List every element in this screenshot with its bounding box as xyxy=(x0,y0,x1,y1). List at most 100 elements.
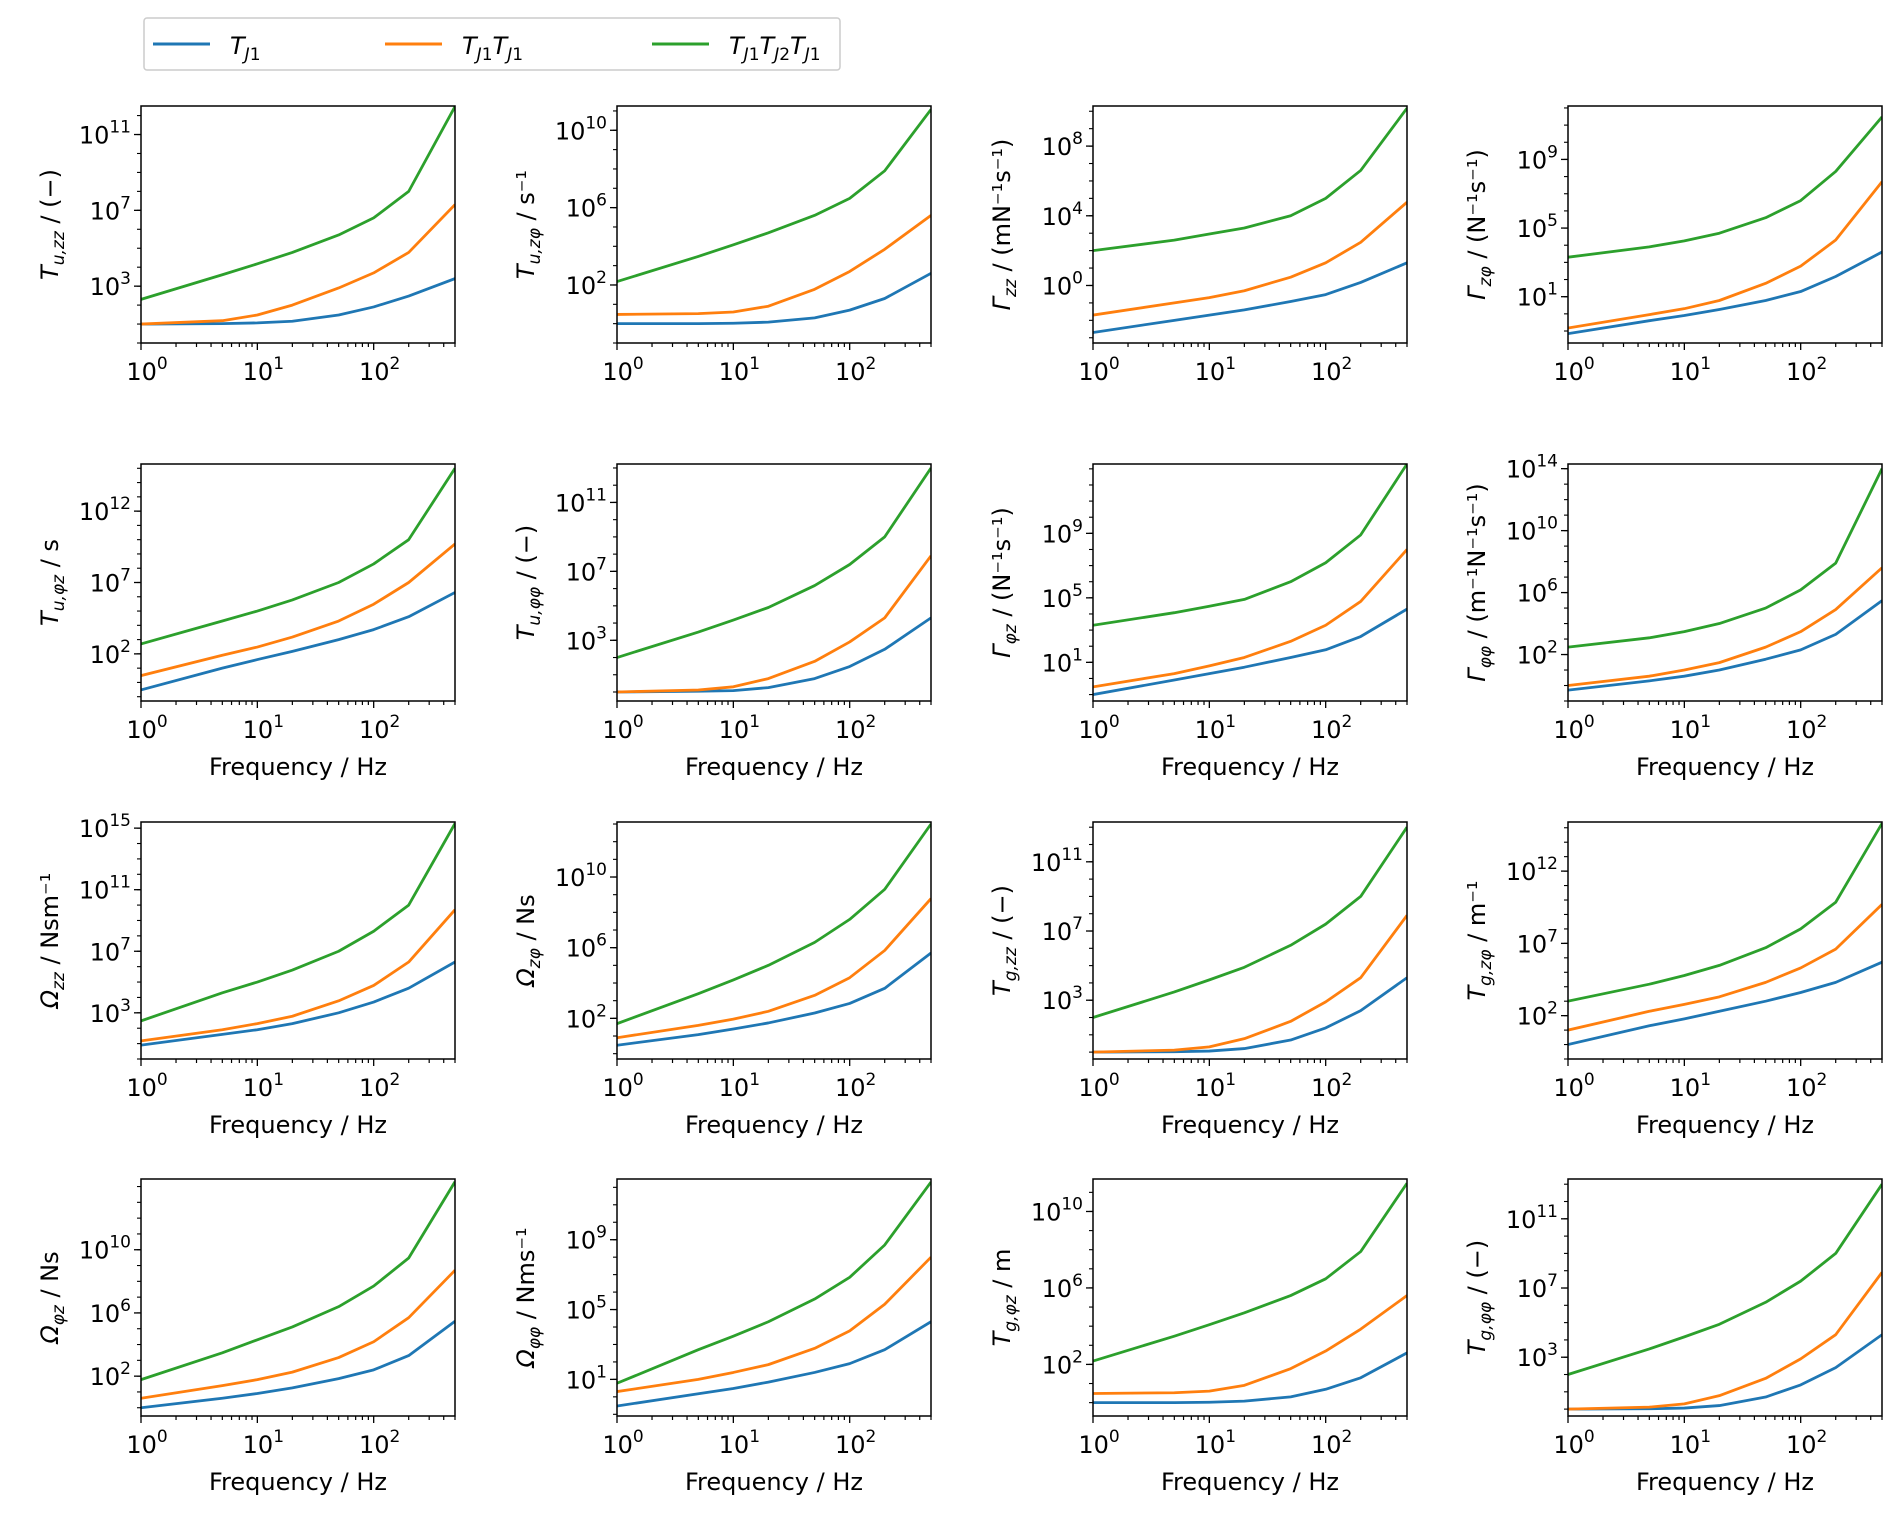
y-tick-label: 1010 xyxy=(1031,1194,1083,1226)
x-tick-label: 101 xyxy=(719,712,760,744)
series-line-TJ1 xyxy=(617,1320,931,1408)
y-tick-label: 1010 xyxy=(555,860,607,892)
series-line-TJ1TJ2TJ1 xyxy=(1568,468,1882,649)
y-axis-label: Ωφφ / Nms⁻¹ xyxy=(512,1227,545,1368)
y-tick-label: 1011 xyxy=(79,873,131,905)
x-tick-label: 100 xyxy=(126,354,167,386)
y-tick-label: 109 xyxy=(1517,142,1558,174)
axes-frame xyxy=(1567,821,1883,1060)
x-axis-label: Frequency / Hz xyxy=(685,753,863,781)
series-line-TJ1TJ1 xyxy=(1093,914,1407,1054)
y-axis-label: Tg,zz / (−) xyxy=(988,885,1021,996)
series-line-TJ1 xyxy=(141,591,455,692)
y-tick-label: 1011 xyxy=(1031,845,1083,877)
y-tick-label: 102 xyxy=(566,268,607,300)
subplot-Gamma_phiz: 100 101 102 101 105 109 Γφz / (N⁻¹s⁻¹) Frequenc… xyxy=(988,463,1408,781)
subplot-Omega_zz: 100 101 102 103 107 1011 1015 Ωzz / Nsm⁻¹ Freque… xyxy=(36,811,456,1139)
y-tick-label: 107 xyxy=(90,566,131,598)
y-tick-label: 107 xyxy=(566,554,607,586)
series-line-TJ1 xyxy=(617,272,931,326)
series-line-TJ1 xyxy=(1568,960,1882,1046)
y-tick-label: 107 xyxy=(90,193,131,225)
x-axis-label: Frequency / Hz xyxy=(1161,753,1339,781)
series-line-TJ1TJ1 xyxy=(1568,1271,1882,1411)
x-tick-label: 102 xyxy=(1311,712,1352,744)
y-tick-label: 106 xyxy=(566,931,607,963)
series-line-TJ1TJ1 xyxy=(1093,201,1407,317)
x-tick-label: 101 xyxy=(719,1070,760,1102)
axes-frame xyxy=(616,821,932,1060)
y-axis-label: Tu,φφ / (−) xyxy=(512,525,545,640)
x-axis-label: Frequency / Hz xyxy=(1161,1111,1339,1139)
y-tick-label: 104 xyxy=(1042,199,1083,231)
y-axis-label: Tg,φφ / (−) xyxy=(1463,1240,1496,1355)
subplot-T_u_zz: 100 101 102 103 107 1011 Tu,zz / (−) xyxy=(36,105,456,386)
y-tick-label: 107 xyxy=(1042,914,1083,946)
y-tick-label: 101 xyxy=(1517,280,1558,312)
series-line-TJ1 xyxy=(141,960,455,1047)
y-axis-label: Γzφ / (N⁻¹s⁻¹) xyxy=(1463,149,1496,300)
axes-frame xyxy=(1567,463,1883,702)
y-tick-label: 1014 xyxy=(1506,452,1558,484)
y-tick-label: 106 xyxy=(566,191,607,223)
x-tick-label: 101 xyxy=(243,712,284,744)
series-line-TJ1TJ1 xyxy=(141,908,455,1043)
series-line-TJ1TJ1 xyxy=(141,203,455,326)
series-line-TJ1 xyxy=(1568,599,1882,692)
y-tick-label: 106 xyxy=(90,1296,131,1328)
y-tick-label: 105 xyxy=(566,1293,607,1325)
series-line-TJ1TJ1 xyxy=(141,542,455,677)
x-tick-label: 102 xyxy=(359,1427,400,1459)
legend-label-tj1tj2tj1: TJ1TJ2TJ1 xyxy=(729,32,821,65)
y-tick-label: 101 xyxy=(566,1362,607,1394)
x-tick-label: 101 xyxy=(1195,354,1236,386)
y-tick-label: 106 xyxy=(1042,1271,1083,1303)
series-line-TJ1TJ2TJ1 xyxy=(1568,116,1882,259)
x-tick-label: 101 xyxy=(1670,712,1711,744)
x-tick-label: 102 xyxy=(359,1070,400,1102)
x-tick-label: 100 xyxy=(1078,354,1119,386)
series-line-TJ1 xyxy=(1093,976,1407,1054)
axes-frame xyxy=(140,105,456,344)
x-axis-label: Frequency / Hz xyxy=(1636,1111,1814,1139)
series-line-TJ1TJ1 xyxy=(141,1269,455,1400)
x-tick-label: 101 xyxy=(1670,354,1711,386)
x-tick-label: 100 xyxy=(1553,712,1594,744)
x-tick-label: 102 xyxy=(835,1070,876,1102)
y-tick-label: 1010 xyxy=(79,1233,131,1265)
series-line-TJ1TJ2TJ1 xyxy=(1093,826,1407,1019)
x-tick-label: 101 xyxy=(1195,1070,1236,1102)
series-line-TJ1TJ1 xyxy=(1568,180,1882,330)
axes-frame xyxy=(140,463,456,702)
series-line-TJ1TJ2TJ1 xyxy=(617,108,931,283)
subplot-T_u_zphi: 100 101 102 102 106 1010 Tu,zφ / s⁻¹ xyxy=(512,105,932,386)
subplot-T_g_zz: 100 101 102 103 107 1011 Tg,zz / (−) Frequency … xyxy=(988,821,1408,1139)
series-line-TJ1TJ1 xyxy=(617,897,931,1040)
y-tick-label: 1010 xyxy=(1506,514,1558,546)
x-tick-label: 101 xyxy=(243,1070,284,1102)
subplot-Omega_phiz: 100 101 102 102 106 1010 Ωφz / Ns Frequency / H… xyxy=(36,1178,456,1496)
series-line-TJ1TJ2TJ1 xyxy=(141,467,455,646)
series-line-TJ1 xyxy=(1093,1351,1407,1405)
axes-frame xyxy=(1092,821,1408,1060)
subplot-Gamma_zphi: 100 101 102 101 105 109 Γzφ / (N⁻¹s⁻¹) xyxy=(1463,105,1883,386)
series-line-TJ1TJ2TJ1 xyxy=(141,106,455,301)
series-line-TJ1TJ1 xyxy=(617,214,931,316)
subplot-Omega_zphi: 100 101 102 102 106 1010 Ωzφ / Ns Frequency / H… xyxy=(512,821,932,1139)
y-tick-label: 105 xyxy=(1042,581,1083,613)
series-line-TJ1 xyxy=(617,951,931,1047)
x-tick-label: 100 xyxy=(1078,1427,1119,1459)
y-tick-label: 101 xyxy=(1042,645,1083,677)
subplot-T_g_phiphi: 100 101 102 103 107 1011 Tg,φφ / (−) Frequency … xyxy=(1463,1178,1883,1496)
x-tick-label: 101 xyxy=(719,1427,760,1459)
axes-frame xyxy=(616,105,932,344)
series-line-TJ1TJ2TJ1 xyxy=(1093,1182,1407,1363)
y-tick-label: 102 xyxy=(1517,999,1558,1031)
x-tick-label: 100 xyxy=(1553,1070,1594,1102)
series-line-TJ1TJ2TJ1 xyxy=(617,467,931,659)
series-line-TJ1TJ1 xyxy=(617,554,931,694)
axes-frame xyxy=(1567,105,1883,344)
series-line-TJ1TJ2TJ1 xyxy=(617,1181,931,1385)
x-tick-label: 101 xyxy=(243,354,284,386)
